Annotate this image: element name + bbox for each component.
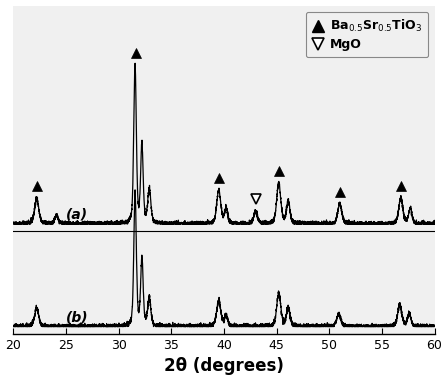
Text: (a): (a) xyxy=(66,208,88,222)
X-axis label: 2θ (degrees): 2θ (degrees) xyxy=(164,357,284,375)
Legend: Ba$_{0.5}$Sr$_{0.5}$TiO$_3$, MgO: Ba$_{0.5}$Sr$_{0.5}$TiO$_3$, MgO xyxy=(306,12,428,57)
Text: (b): (b) xyxy=(66,310,89,324)
